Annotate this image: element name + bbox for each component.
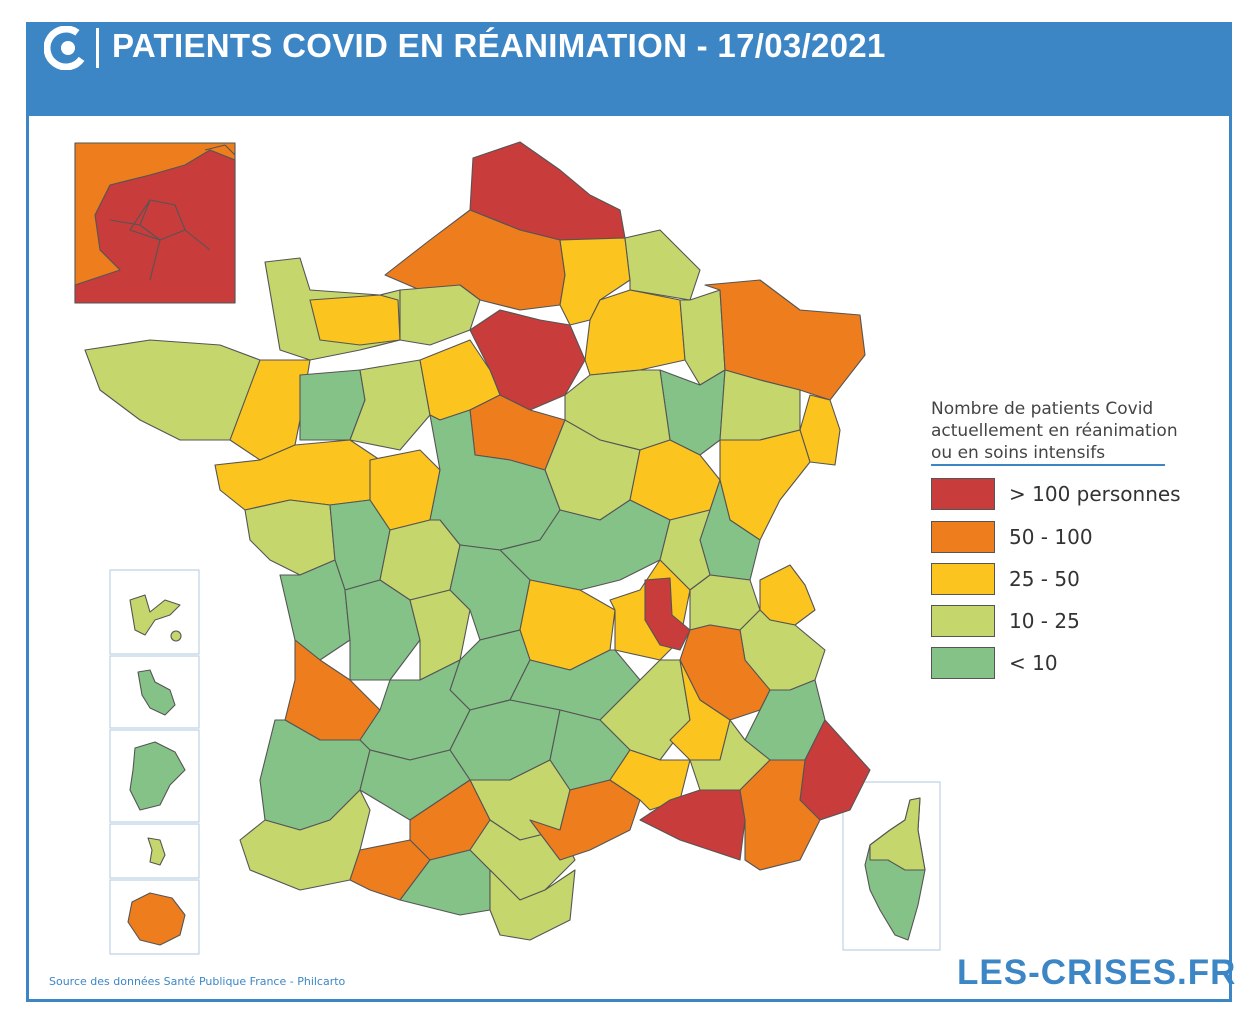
legend-label: > 100 personnes bbox=[1009, 482, 1181, 506]
legend-swatch bbox=[931, 563, 995, 595]
brand-logo-text[interactable]: LES-CRISES.FR bbox=[957, 953, 1237, 992]
mainland-france bbox=[84, 141, 871, 941]
legend-swatch bbox=[931, 521, 995, 553]
legend-label: < 10 bbox=[1009, 651, 1058, 675]
overseas-insets bbox=[109, 569, 941, 955]
legend-label: 10 - 25 bbox=[1009, 609, 1080, 633]
source-caption: Source des données Santé Publique France… bbox=[49, 975, 346, 988]
legend-divider bbox=[931, 464, 1165, 466]
header-bar bbox=[26, 22, 1232, 116]
legend-title: Nombre de patients Covid actuellement en… bbox=[931, 398, 1201, 464]
legend-swatch bbox=[931, 605, 995, 637]
legend-swatch bbox=[931, 647, 995, 679]
legend-label: 50 - 100 bbox=[1009, 525, 1093, 549]
legend-title-line: ou en soins intensifs bbox=[931, 443, 1106, 463]
page-title: PATIENTS COVID EN RÉANIMATION - 17/03/20… bbox=[112, 27, 886, 64]
logo-separator bbox=[96, 28, 99, 68]
legend-label: 25 - 50 bbox=[1009, 567, 1080, 591]
legend-swatch bbox=[931, 478, 995, 510]
legend-title-line: actuellement en réanimation bbox=[931, 421, 1178, 441]
les-crises-logo-icon bbox=[44, 26, 88, 70]
paris-inset bbox=[74, 142, 236, 304]
legend-title-line: Nombre de patients Covid bbox=[931, 399, 1154, 419]
